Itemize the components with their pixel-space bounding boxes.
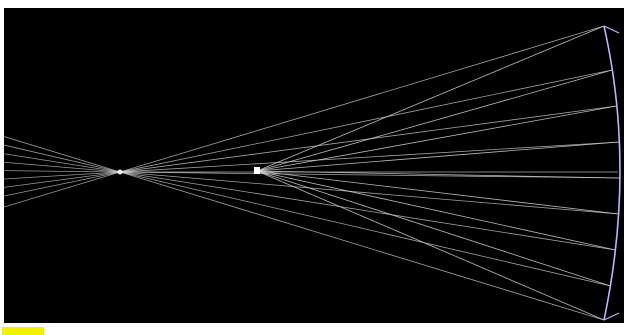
light-ray [256,141,620,172]
light-ray [119,171,619,215]
light-ray [256,25,605,172]
concave-mirror[interactable] [603,25,621,321]
light-ray [256,69,613,172]
light-ray [119,141,620,173]
light-ray [119,25,605,173]
light-ray [4,171,121,180]
light-ray [4,171,121,208]
canvas-background [4,8,624,323]
light-ray [119,171,616,251]
light-ray [4,161,121,173]
light-ray [4,170,121,173]
light-ray [256,170,619,215]
light-ray [119,69,613,173]
ray-diagram [4,8,624,323]
light-ray [119,171,611,287]
light-ray [256,170,616,251]
focal-point [117,169,123,175]
light-ray [4,153,121,173]
light-rays [4,25,620,321]
light-ray [119,171,620,179]
light-ray [256,170,611,287]
light-ray [119,171,605,321]
light-ray [4,171,121,188]
status-badge [2,327,44,335]
light-ray [4,144,121,173]
light-ray [4,136,121,173]
light-source[interactable] [254,167,260,174]
light-ray [256,170,605,321]
optics-canvas[interactable] [4,8,624,323]
light-ray [4,171,121,197]
light-ray [119,105,617,173]
